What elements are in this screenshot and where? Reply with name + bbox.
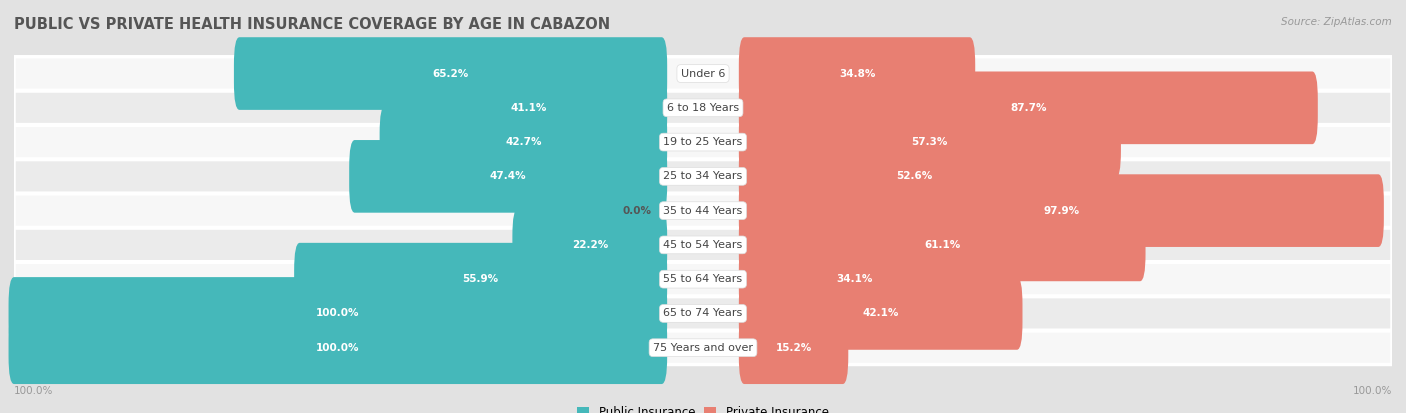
FancyBboxPatch shape (14, 91, 1392, 125)
Text: 65.2%: 65.2% (433, 69, 468, 78)
Text: Source: ZipAtlas.com: Source: ZipAtlas.com (1281, 17, 1392, 26)
Text: 0.0%: 0.0% (623, 206, 651, 216)
Text: 47.4%: 47.4% (489, 171, 526, 181)
FancyBboxPatch shape (738, 37, 976, 110)
Text: 42.1%: 42.1% (862, 309, 898, 318)
FancyBboxPatch shape (14, 194, 1392, 228)
FancyBboxPatch shape (738, 243, 970, 316)
FancyBboxPatch shape (738, 140, 1091, 213)
Text: 52.6%: 52.6% (897, 171, 932, 181)
FancyBboxPatch shape (294, 243, 668, 316)
FancyBboxPatch shape (14, 262, 1392, 296)
Text: 45 to 54 Years: 45 to 54 Years (664, 240, 742, 250)
FancyBboxPatch shape (14, 297, 1392, 330)
Text: 61.1%: 61.1% (924, 240, 960, 250)
FancyBboxPatch shape (738, 71, 1317, 144)
FancyBboxPatch shape (14, 331, 1392, 365)
Text: 19 to 25 Years: 19 to 25 Years (664, 137, 742, 147)
FancyBboxPatch shape (14, 125, 1392, 159)
FancyBboxPatch shape (738, 209, 1146, 281)
FancyBboxPatch shape (233, 37, 668, 110)
FancyBboxPatch shape (738, 174, 1384, 247)
Text: 6 to 18 Years: 6 to 18 Years (666, 103, 740, 113)
Text: 55.9%: 55.9% (463, 274, 499, 284)
FancyBboxPatch shape (8, 277, 668, 350)
Text: 57.3%: 57.3% (911, 137, 948, 147)
Text: 15.2%: 15.2% (776, 343, 811, 353)
Legend: Public Insurance, Private Insurance: Public Insurance, Private Insurance (572, 401, 834, 413)
Text: 41.1%: 41.1% (510, 103, 547, 113)
Text: 100.0%: 100.0% (316, 309, 360, 318)
Text: 100.0%: 100.0% (316, 343, 360, 353)
Text: 100.0%: 100.0% (14, 387, 53, 396)
FancyBboxPatch shape (380, 106, 668, 178)
FancyBboxPatch shape (738, 277, 1022, 350)
Text: 100.0%: 100.0% (1353, 387, 1392, 396)
Text: 22.2%: 22.2% (572, 240, 607, 250)
Text: 25 to 34 Years: 25 to 34 Years (664, 171, 742, 181)
Text: 42.7%: 42.7% (505, 137, 541, 147)
Text: 75 Years and over: 75 Years and over (652, 343, 754, 353)
FancyBboxPatch shape (349, 140, 668, 213)
FancyBboxPatch shape (389, 71, 668, 144)
FancyBboxPatch shape (14, 159, 1392, 193)
Text: 55 to 64 Years: 55 to 64 Years (664, 274, 742, 284)
Text: Under 6: Under 6 (681, 69, 725, 78)
FancyBboxPatch shape (14, 57, 1392, 90)
Text: 65 to 74 Years: 65 to 74 Years (664, 309, 742, 318)
FancyBboxPatch shape (738, 311, 848, 384)
FancyBboxPatch shape (738, 106, 1121, 178)
Text: 97.9%: 97.9% (1043, 206, 1080, 216)
FancyBboxPatch shape (8, 311, 668, 384)
Text: 34.8%: 34.8% (839, 69, 875, 78)
Text: 87.7%: 87.7% (1010, 103, 1046, 113)
FancyBboxPatch shape (512, 209, 668, 281)
Text: PUBLIC VS PRIVATE HEALTH INSURANCE COVERAGE BY AGE IN CABAZON: PUBLIC VS PRIVATE HEALTH INSURANCE COVER… (14, 17, 610, 31)
FancyBboxPatch shape (14, 228, 1392, 262)
Text: 34.1%: 34.1% (837, 274, 873, 284)
Text: 35 to 44 Years: 35 to 44 Years (664, 206, 742, 216)
